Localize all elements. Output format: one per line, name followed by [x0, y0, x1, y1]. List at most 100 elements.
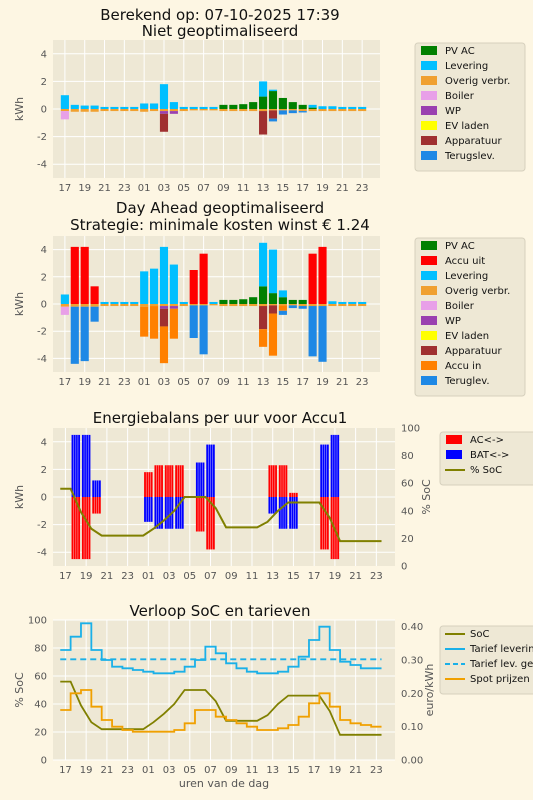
bar-1 [298, 109, 307, 112]
x-tick-label: 07 [197, 377, 210, 388]
legend-label: WP [445, 106, 461, 117]
x-tick-label: 21 [98, 377, 111, 388]
bar-2 [80, 306, 89, 362]
x-tick-label: 13 [266, 571, 279, 582]
bar-2 [140, 271, 149, 304]
y-tick-label: 4 [41, 245, 47, 256]
x-tick-label: 01 [142, 765, 155, 776]
legend-label: Overig verbr. [445, 76, 510, 87]
x-tick-label: 23 [118, 377, 131, 388]
bar-1 [189, 109, 198, 111]
y-tick-label: 0 [41, 300, 47, 311]
bar-1 [328, 106, 337, 109]
bar-2 [90, 306, 99, 322]
legend-label: Boiler [445, 301, 475, 312]
y-tick-label: 4 [41, 49, 47, 60]
bar-1 [90, 105, 99, 109]
bar-1 [288, 110, 297, 114]
bar-2 [179, 304, 188, 307]
bar-1 [140, 109, 149, 112]
bar-2 [120, 301, 129, 304]
legend-label: PV AC [445, 241, 475, 252]
bar-2 [249, 297, 258, 304]
bar-2 [130, 301, 139, 304]
bar-1 [288, 102, 297, 109]
bar-1 [259, 109, 268, 112]
bar-1 [268, 91, 278, 109]
bar-1 [169, 102, 178, 109]
bar-2 [169, 306, 178, 309]
bar-2 [159, 308, 169, 327]
bar-2 [209, 304, 218, 306]
bar-2 [298, 306, 307, 309]
legend-swatch [421, 376, 437, 385]
bar-1 [179, 109, 188, 112]
bar-1 [70, 109, 79, 112]
y-tick-label: 0 [41, 493, 47, 504]
legend-label: % SoC [470, 465, 502, 476]
y-tick-label: -2 [37, 327, 47, 338]
y-tick-label: 60 [34, 672, 47, 683]
bar-2 [199, 304, 208, 306]
x-tick-label: 21 [349, 765, 362, 776]
bar-1 [110, 109, 119, 112]
y2-tick-label: 100 [401, 424, 420, 435]
y-axis-label: kWh [13, 97, 26, 121]
y-tick-label: -4 [37, 354, 47, 365]
x-tick-label: 03 [158, 183, 171, 194]
x-tick-label: 19 [329, 571, 342, 582]
legend-swatch [421, 316, 437, 325]
bar-1 [268, 89, 278, 92]
y2-tick-label: 0.10 [401, 722, 423, 733]
x-tick-label: 15 [277, 377, 290, 388]
y2-tick-label: 40 [401, 506, 414, 517]
bar-2 [259, 329, 268, 347]
bar-2 [219, 299, 228, 304]
x-tick-label: 15 [287, 571, 300, 582]
x-tick-label: 23 [121, 765, 134, 776]
bar-2 [120, 304, 129, 307]
x-tick-label: 15 [287, 765, 300, 776]
x-tick-label: 23 [356, 183, 369, 194]
bar-1 [189, 106, 198, 109]
bar-2 [308, 304, 317, 307]
chart-3-title: Energiebalans per uur voor Accu1 [93, 409, 348, 427]
x-tick-label: 23 [118, 183, 131, 194]
bar-2 [278, 297, 287, 304]
legend-label: Levering [445, 61, 488, 72]
main-title: Berekend op: 07-10-2025 17:39 [100, 6, 339, 24]
bar-1 [328, 109, 337, 112]
bar-1 [159, 111, 169, 114]
x-tick-label: 01 [138, 183, 151, 194]
legend-label: Overig verbr. [445, 286, 510, 297]
bar-2 [298, 304, 307, 307]
x-tick-label: 17 [59, 571, 72, 582]
bar-1 [70, 104, 79, 109]
bar-2 [179, 301, 188, 304]
bar-2 [268, 249, 278, 294]
legend-swatch [421, 151, 437, 160]
bar-2 [239, 299, 248, 304]
y2-tick-label: 0.30 [401, 656, 423, 667]
bar-1 [199, 109, 208, 111]
x-tick-label: 17 [59, 183, 72, 194]
bar-1 [288, 109, 297, 111]
soc-line-3 [60, 487, 382, 543]
bar-2 [90, 286, 99, 304]
bar-2 [60, 304, 69, 307]
bar-2 [70, 304, 79, 307]
bar-2 [348, 304, 357, 307]
y2-tick-label: 0.40 [401, 622, 423, 633]
y-tick-label: 80 [34, 644, 47, 655]
y-tick-label: 40 [34, 700, 47, 711]
x-tick-label: 11 [246, 571, 259, 582]
x-tick-label: 03 [163, 765, 176, 776]
x-tick-label: 05 [183, 765, 196, 776]
legend-swatch [421, 91, 437, 100]
x-tick-label: 19 [80, 765, 93, 776]
bar-2 [130, 304, 139, 307]
bar-1 [308, 104, 317, 108]
bar-2 [199, 253, 208, 304]
y-tick-label: 0 [41, 105, 47, 116]
bar-2 [268, 305, 278, 314]
